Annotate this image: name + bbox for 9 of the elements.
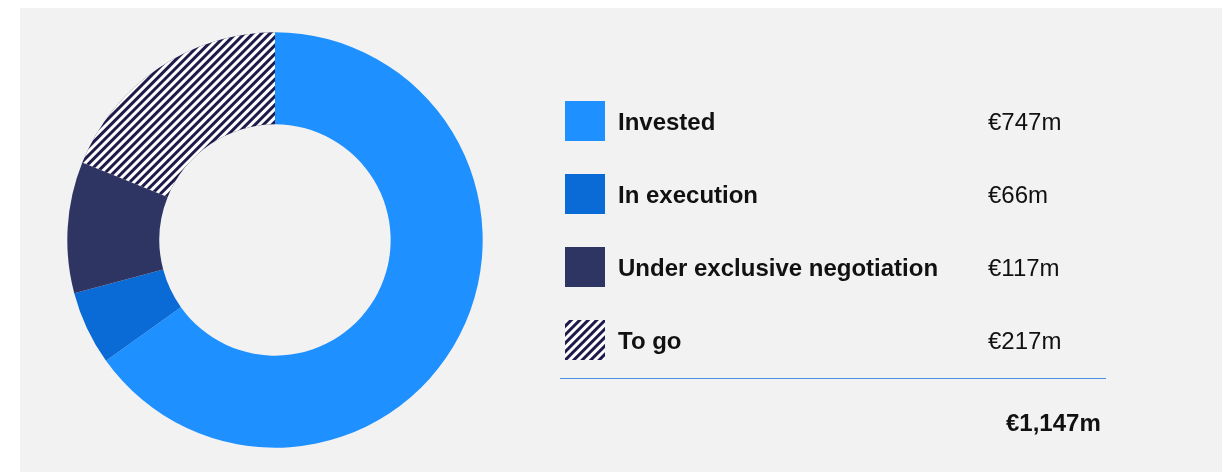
data-label: €117m [988, 253, 1060, 281]
text: €1,147m [1006, 408, 1101, 436]
data-label: €66m [988, 180, 1049, 208]
legend-label: To go [618, 326, 682, 354]
legend-label: In execution [618, 180, 759, 208]
data-label: €217m [988, 326, 1062, 354]
data-label: €747m [988, 107, 1062, 135]
legend-label: Under exclusive negotiation [618, 253, 939, 281]
legend-label: Invested [618, 107, 716, 135]
